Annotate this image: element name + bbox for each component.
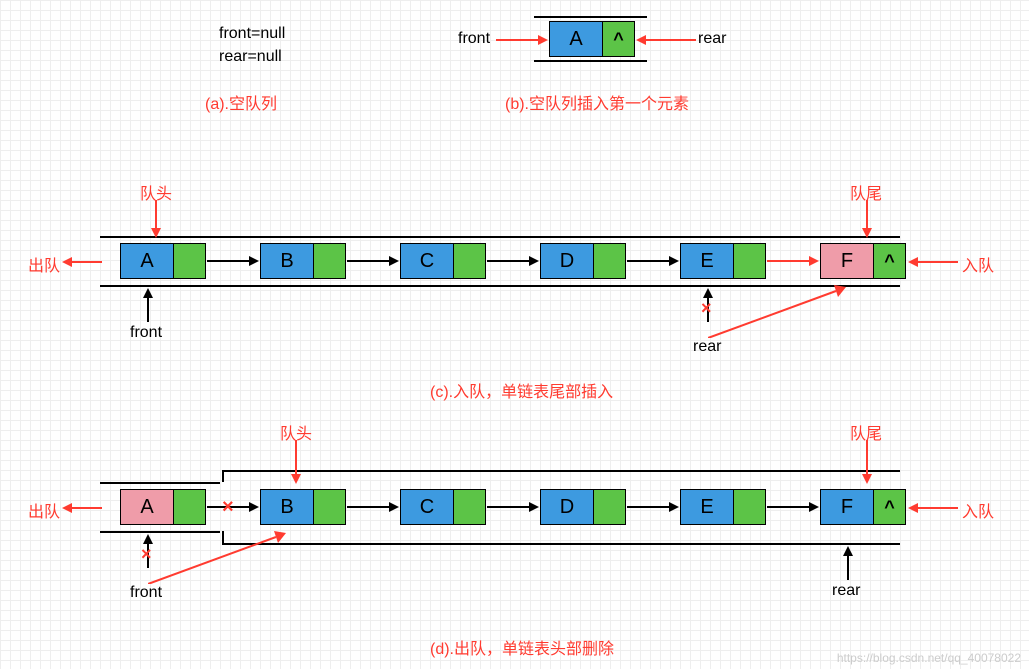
node-data: F [821,490,873,524]
node-ptr [593,490,625,524]
node-data: E [681,490,733,524]
panel-d-rear-label: rear [832,582,860,600]
panel-c-dequeue-label: 出队 [28,252,60,276]
panel-d-node-f: F ^ [820,489,906,525]
node-ptr [733,244,765,278]
panel-b-top-line [534,16,647,18]
panel-a-rear-text: rear=null [219,48,282,66]
panel-c-top-line [100,236,900,238]
node-ptr: ^ [873,490,905,524]
panel-d-front-arrow-new [148,529,288,584]
panel-a-caption: (a).空队列 [205,90,277,114]
panel-c-rear-arrow-new [708,283,848,338]
node-ptr [453,244,485,278]
panel-c-head-arrow [148,200,164,238]
panel-b-caption: (b).空队列插入第一个元素 [505,90,689,114]
panel-d-node-a: A [120,489,206,525]
panel-c-caption: (c).入队，单链表尾部插入 [430,378,613,402]
panel-c-enqueue-arrow [908,254,958,270]
node-ptr [173,490,205,524]
panel-c-node-f: F ^ [820,243,906,279]
panel-b-front-arrow [496,32,548,48]
panel-d-node-b: B [260,489,346,525]
node-data: C [401,490,453,524]
panel-d-node-c: C [400,489,486,525]
link-arrow [487,253,539,269]
panel-c-dequeue-arrow [62,254,102,270]
node-ptr [733,490,765,524]
node-data: A [550,22,602,56]
panel-d-node-e: E [680,489,766,525]
panel-c-front-arrow [140,288,156,322]
panel-c-node-d: D [540,243,626,279]
node-data: F [821,244,873,278]
node-data: D [541,244,593,278]
panel-b-bottom-line [534,60,647,62]
panel-b-node: A ^ [549,21,635,57]
diagram-canvas: front=null rear=null (a).空队列 A ^ front r… [0,0,1029,669]
panel-d-dequeue-label: 出队 [28,498,60,522]
panel-d-tail-arrow [859,440,875,484]
panel-c-rear-label: rear [693,338,721,356]
panel-c-node-c: C [400,243,486,279]
node-data: B [261,490,313,524]
panel-d-caption: (d).出队，单链表头部删除 [430,635,614,659]
link-arrow [487,499,539,515]
node-data: A [121,244,173,278]
node-ptr [173,244,205,278]
panel-d-enqueue-label: 入队 [962,498,994,522]
panel-d-top-line-left [100,482,220,484]
panel-d-dequeue-arrow [62,500,102,516]
node-ptr: ^ [602,22,634,56]
panel-c-node-b: B [260,243,346,279]
link-arrow [207,253,259,269]
panel-d-x-mark-link: × [222,496,234,519]
node-ptr [453,490,485,524]
panel-d-rear-arrow [840,546,856,580]
node-ptr: ^ [873,244,905,278]
node-data: D [541,490,593,524]
link-arrow [347,253,399,269]
panel-c-tail-arrow [859,200,875,238]
link-arrow [347,499,399,515]
panel-d-front-label: front [130,584,162,602]
link-arrow [627,499,679,515]
link-arrow [767,499,819,515]
node-ptr [593,244,625,278]
watermark: https://blog.csdn.net/qq_40078022 [837,651,1021,665]
panel-d-bot-line-right [222,543,900,545]
panel-d-head-arrow [288,440,304,484]
panel-d-enqueue-arrow [908,500,958,516]
panel-b-rear-label: rear [698,30,726,48]
node-ptr [313,244,345,278]
link-arrow [627,253,679,269]
panel-c-front-label: front [130,324,162,342]
node-data: B [261,244,313,278]
node-ptr [313,490,345,524]
node-data: A [121,490,173,524]
panel-d-top-line-right [222,470,900,472]
panel-c-node-a: A [120,243,206,279]
panel-b-front-label: front [458,30,490,48]
panel-c-enqueue-label: 入队 [962,252,994,276]
panel-c-node-e: E [680,243,766,279]
panel-b-rear-arrow [636,32,696,48]
node-data: E [681,244,733,278]
node-data: C [401,244,453,278]
link-arrow-red [767,253,819,269]
panel-a-front-text: front=null [219,25,285,43]
panel-d-node-d: D [540,489,626,525]
